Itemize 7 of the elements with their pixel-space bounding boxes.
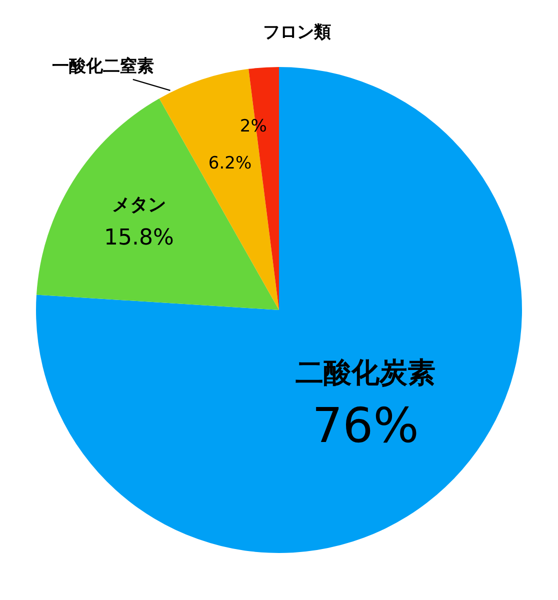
data-label: 15.8% [104, 225, 174, 250]
slice-label: 一酸化二窒素 [52, 56, 154, 76]
slice-label: フロン類 [262, 22, 331, 43]
data-label: 6.2% [208, 153, 252, 174]
slice-label: メタン [112, 194, 166, 216]
data-label: 76% [312, 398, 419, 454]
slice-label: 二酸化炭素 [296, 356, 436, 390]
